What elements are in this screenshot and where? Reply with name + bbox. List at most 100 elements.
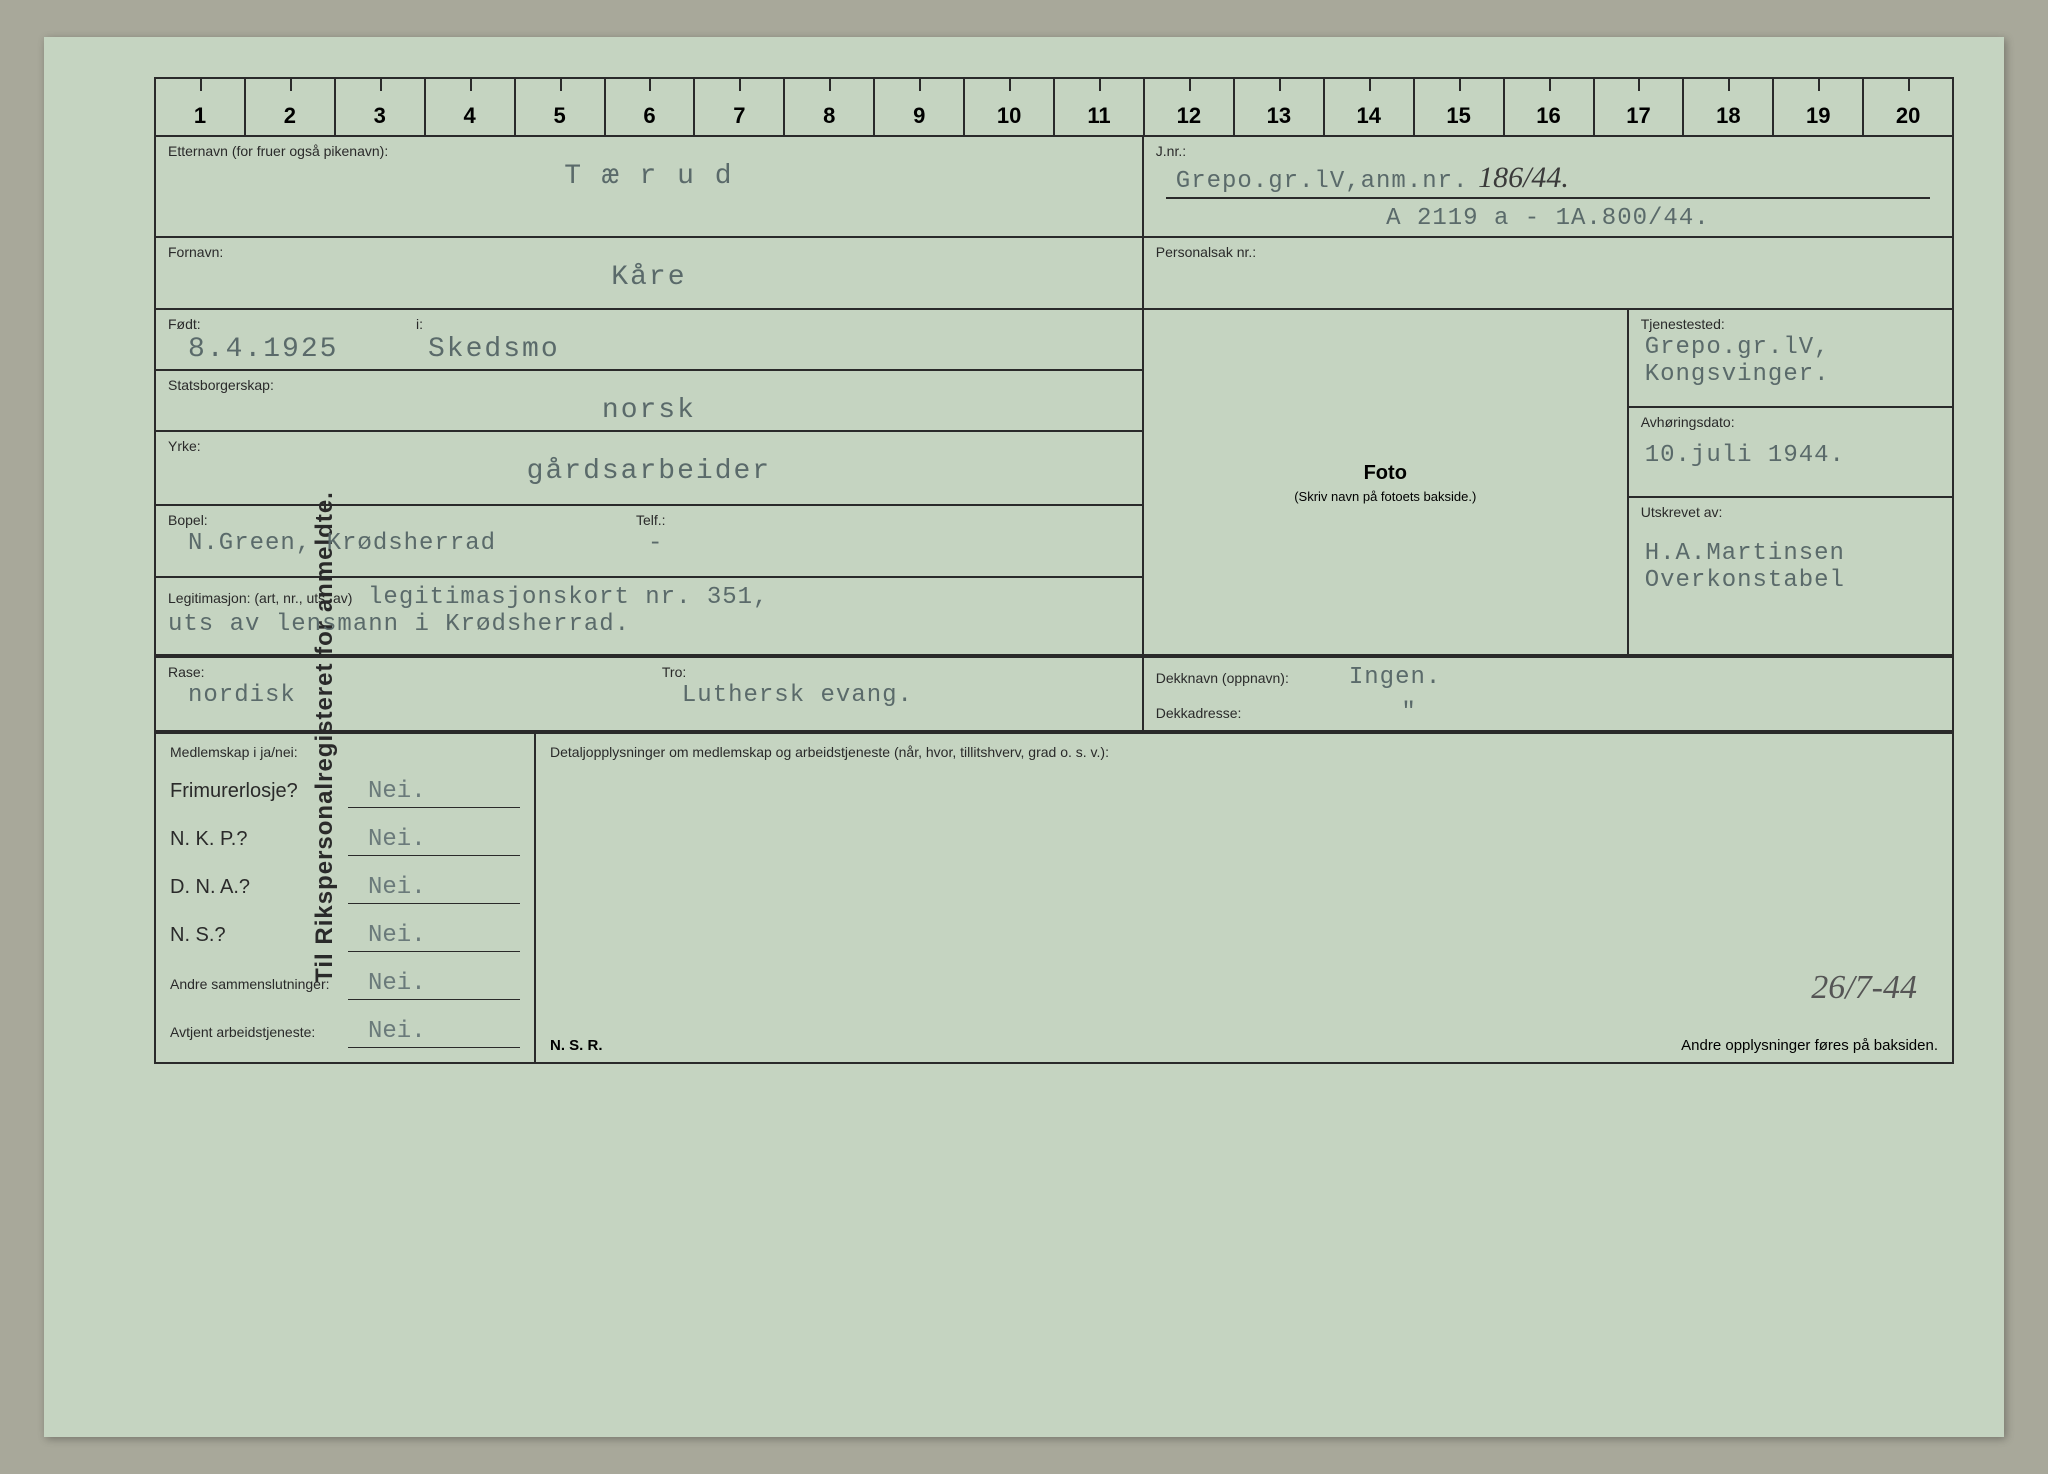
label-fornavn: Fornavn: [168,244,1130,260]
field-tro: Tro: Luthersk evang. [650,658,1144,730]
field-personalsak: Personalsak nr.: [1144,238,1952,308]
nsr-mark: N. S. R. [550,1037,603,1054]
ruler: 1 2 3 4 5 6 7 8 9 10 11 12 13 14 15 16 1… [154,77,1954,137]
mem-item-avtjent: Avtjent arbeidstjeneste: Nei. [170,1018,520,1048]
mem-answer: Nei. [348,922,520,952]
registration-card: Til Rikspersonalregisteret for anmeldte.… [44,37,2004,1437]
label-fodt-i: i: [416,316,423,332]
mem-item: Frimurerlosje? Nei. [170,778,520,808]
ruler-cell: 12 [1145,79,1235,135]
jnr-typed: Grepo.gr.lV,anm.nr. [1166,168,1469,195]
membership-section: Medlemskap i ja/nei: Frimurerlosje? Nei.… [156,730,1952,1062]
ruler-cell: 10 [965,79,1055,135]
value-avhoring: 10.juli 1944. [1641,442,1940,469]
row-fodt: Født: i: 8.4.1925 Skedsmo [156,310,1142,371]
value-yrke: gårdsarbeider [168,456,1130,487]
right-col: Tjenestested: Grepo.gr.lV, Kongsvinger. … [1629,310,1952,654]
field-etternavn: Etternavn (for fruer også pikenavn): T æ… [156,137,1144,236]
ruler-cell: 1 [156,79,246,135]
label-etternavn: Etternavn (for fruer også pikenavn): [168,143,1130,159]
value-etternavn: T æ r u d [168,161,1130,192]
value-telf: - [628,530,663,557]
form-body: Etternavn (for fruer også pikenavn): T æ… [154,137,1954,1064]
label-dekkadresse: Dekkadresse: [1156,705,1242,721]
ruler-cell: 14 [1325,79,1415,135]
ruler-cell: 13 [1235,79,1325,135]
label-telf: Telf.: [636,512,666,528]
value-ut-l1: H.A.Martinsen [1641,540,1940,567]
row-surname-jnr: Etternavn (for fruer også pikenavn): T æ… [156,137,1952,238]
field-yrke: Yrke: gårdsarbeider [156,432,1142,504]
field-avhoring: Avhøringsdato: 10.juli 1944. [1629,408,1952,496]
label-mem-detail: Detaljopplysninger om medlemskap og arbe… [550,744,1938,760]
value-legit-l2: uts av lensmann i Krødsherrad. [168,611,1130,638]
mem-item: N. K. P.? Nei. [170,826,520,856]
corner-handwritten: 26/7-44 [1811,969,1917,1007]
membership-left: Medlemskap i ja/nei: Frimurerlosje? Nei.… [156,734,536,1062]
mem-item: D. N. A.? Nei. [170,874,520,904]
label-stats: Statsborgerskap: [168,377,1130,393]
value-fodt: 8.4.1925 [168,334,408,365]
middle-block: Født: i: 8.4.1925 Skedsmo Statsborgerska… [156,310,1952,654]
row-utskrevet: Utskrevet av: H.A.Martinsen Overkonstabe… [1629,498,1952,628]
left-col: Født: i: 8.4.1925 Skedsmo Statsborgerska… [156,310,1144,654]
row-tjenestested: Tjenestested: Grepo.gr.lV, Kongsvinger. [1629,310,1952,408]
row-yrke: Yrke: gårdsarbeider [156,432,1142,506]
label-rase: Rase: [168,664,638,680]
ruler-cell: 2 [246,79,336,135]
row-fornavn: Fornavn: Kåre Personalsak nr.: [156,238,1952,310]
ruler-cell: 6 [606,79,696,135]
field-statsborgerskap: Statsborgerskap: norsk [156,371,1142,430]
label-legit: Legitimasjon: (art, nr., uts. av) [168,590,352,606]
ruler-cell: 15 [1415,79,1505,135]
mem-item-andre: Andre sammenslutninger: Nei. [170,970,520,1000]
mem-answer: Nei. [348,778,520,808]
value-tj-l1: Grepo.gr.lV, [1641,334,1940,361]
label-personalsak: Personalsak nr.: [1156,244,1940,260]
row-bopel: Bopel: Telf.: N.Green, Krødsherrad - [156,506,1142,578]
value-tj-l2: Kongsvinger. [1641,361,1940,388]
membership-right: Detaljopplysninger om medlemskap og arbe… [536,734,1952,1062]
label-dekknavn: Dekknavn (oppnavn): [1156,670,1289,686]
field-dekknavn: Dekknavn (oppnavn): Ingen. Dekkadresse: … [1144,658,1952,730]
value-dekkadresse: " [1281,699,1416,726]
label-mem-header: Medlemskap i ja/nei: [170,744,520,760]
label-yrke: Yrke: [168,438,1130,454]
mem-answer: Nei. [348,826,520,856]
field-legitimasjon: Legitimasjon: (art, nr., uts. av) legiti… [156,578,1142,654]
field-bopel: Bopel: Telf.: N.Green, Krødsherrad - [156,506,1142,576]
jnr-line1: Grepo.gr.lV,anm.nr. 186/44. [1166,161,1930,199]
mem-answer: Nei. [348,1018,520,1048]
field-utskrevet: Utskrevet av: H.A.Martinsen Overkonstabe… [1629,498,1952,628]
row-legit: Legitimasjon: (art, nr., uts. av) legiti… [156,578,1142,654]
ruler-cell: 19 [1774,79,1864,135]
ruler-cell: 18 [1684,79,1774,135]
foto-box: Foto (Skriv navn på fotoets bakside.) [1144,310,1629,654]
value-stats: norsk [168,395,1130,426]
foto-subtitle: (Skriv navn på fotoets bakside.) [1294,489,1476,504]
value-tro: Luthersk evang. [662,682,1130,709]
row-avhoring: Avhøringsdato: 10.juli 1944. [1629,408,1952,498]
value-bopel: N.Green, Krødsherrad [168,530,628,557]
mem-question: Avtjent arbeidstjeneste: [170,1024,340,1041]
ruler-cell: 16 [1505,79,1595,135]
jnr-line2: A 2119 a - 1A.800/44. [1156,205,1940,232]
value-legit-l1: legitimasjonskort nr. 351, [362,584,768,611]
value-fornavn: Kåre [168,262,1130,293]
ruler-cell: 3 [336,79,426,135]
value-rase: nordisk [168,682,638,709]
ruler-cell: 17 [1595,79,1685,135]
label-jnr: J.nr.: [1156,143,1940,159]
back-note: Andre opplysninger føres på baksiden. [1681,1037,1938,1054]
ruler-cell: 11 [1055,79,1145,135]
ruler-cell: 4 [426,79,516,135]
value-ut-l2: Overkonstabel [1641,567,1940,594]
mem-answer: Nei. [348,874,520,904]
ruler-cell: 8 [785,79,875,135]
row-rase-tro: Rase: nordisk Tro: Luthersk evang. Dekkn… [156,654,1952,730]
label-avhoring: Avhøringsdato: [1641,414,1940,430]
field-fodt: Født: i: 8.4.1925 Skedsmo [156,310,1142,369]
mem-item: N. S.? Nei. [170,922,520,952]
field-jnr: J.nr.: Grepo.gr.lV,anm.nr. 186/44. A 211… [1144,137,1952,236]
field-tjenestested: Tjenestested: Grepo.gr.lV, Kongsvinger. [1629,310,1952,406]
